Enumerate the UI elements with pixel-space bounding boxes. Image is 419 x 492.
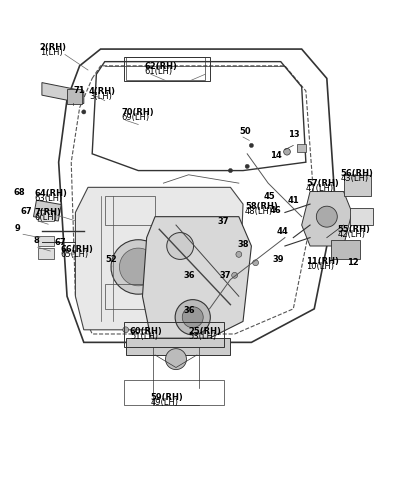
Polygon shape [42,83,84,103]
Circle shape [284,149,290,155]
Text: 3(LH): 3(LH) [89,92,112,101]
Bar [124,380,224,405]
Text: 69(LH): 69(LH) [122,113,150,122]
Text: 66(RH): 66(RH) [61,245,93,253]
Circle shape [166,349,186,369]
Text: 45: 45 [263,192,275,201]
Text: 58(RH): 58(RH) [245,202,278,211]
Text: 2(RH): 2(RH) [40,43,67,53]
Text: 55(RH): 55(RH) [337,225,370,234]
Bar [38,236,54,246]
Bar [38,248,54,259]
Text: 63(LH): 63(LH) [34,194,62,203]
Bar [124,58,210,81]
Text: 8: 8 [34,236,39,245]
Circle shape [82,110,86,114]
Bar [344,175,371,196]
Text: 37: 37 [219,271,230,279]
Bar [297,144,306,152]
Circle shape [249,143,253,148]
Circle shape [123,327,129,333]
Text: 36: 36 [184,306,195,315]
Text: 71: 71 [73,86,85,95]
Circle shape [167,233,194,259]
Text: 51(LH): 51(LH) [130,332,158,341]
Text: 37: 37 [218,217,229,226]
Text: 62(RH): 62(RH) [145,62,177,71]
Text: 44: 44 [277,227,288,236]
Text: 50: 50 [240,127,251,136]
Circle shape [182,307,203,328]
Bar [105,196,155,225]
Circle shape [228,168,233,173]
Text: 41: 41 [287,196,299,205]
Text: 70(RH): 70(RH) [122,108,154,117]
Circle shape [232,273,238,278]
Text: 4(RH): 4(RH) [89,87,116,96]
Text: 67: 67 [54,238,66,247]
Text: 52: 52 [106,255,117,264]
Text: 36: 36 [184,271,195,279]
Circle shape [119,248,157,286]
Text: 56(RH): 56(RH) [340,169,373,178]
Text: 61(LH): 61(LH) [145,67,173,76]
Text: 65(LH): 65(LH) [61,249,89,259]
Text: 12: 12 [347,258,359,267]
Polygon shape [142,216,251,338]
Text: 68: 68 [13,188,25,197]
Text: 14: 14 [270,151,282,160]
Text: 7(RH): 7(RH) [34,208,61,216]
Bar [126,58,205,81]
Text: 10(LH): 10(LH) [306,262,334,271]
Text: 49(LH): 49(LH) [151,398,179,407]
Text: 57(RH): 57(RH) [306,179,339,188]
Text: 60(RH): 60(RH) [130,327,163,336]
Circle shape [253,260,259,266]
Text: 6(LH): 6(LH) [34,213,57,222]
Text: 11(RH): 11(RH) [306,257,339,266]
Bar [34,200,61,221]
Text: 47(LH): 47(LH) [306,184,334,193]
Bar [331,240,360,259]
Bar [38,211,54,221]
Text: 43(LH): 43(LH) [340,174,368,183]
Circle shape [175,300,210,335]
Bar [124,322,224,347]
Bar [67,89,82,103]
Polygon shape [126,338,230,355]
Polygon shape [302,191,352,246]
Text: 46: 46 [270,207,282,215]
Text: 9: 9 [15,224,21,233]
Text: 53(LH): 53(LH) [189,332,217,341]
Text: 67: 67 [20,207,32,216]
Text: 42(LH): 42(LH) [337,230,365,239]
Text: 25(RH): 25(RH) [189,327,221,336]
Circle shape [316,206,337,227]
Polygon shape [75,187,243,330]
Text: 59(RH): 59(RH) [151,393,184,402]
Circle shape [236,251,242,257]
Text: 38: 38 [237,240,248,248]
Text: 64(RH): 64(RH) [34,189,67,198]
Circle shape [245,164,249,168]
Circle shape [111,240,166,294]
Bar [105,284,147,309]
Text: 48(LH): 48(LH) [245,207,273,216]
Text: 1(LH): 1(LH) [40,48,62,58]
Text: 13: 13 [288,130,300,139]
Text: 39: 39 [272,255,284,264]
Bar [350,208,373,225]
